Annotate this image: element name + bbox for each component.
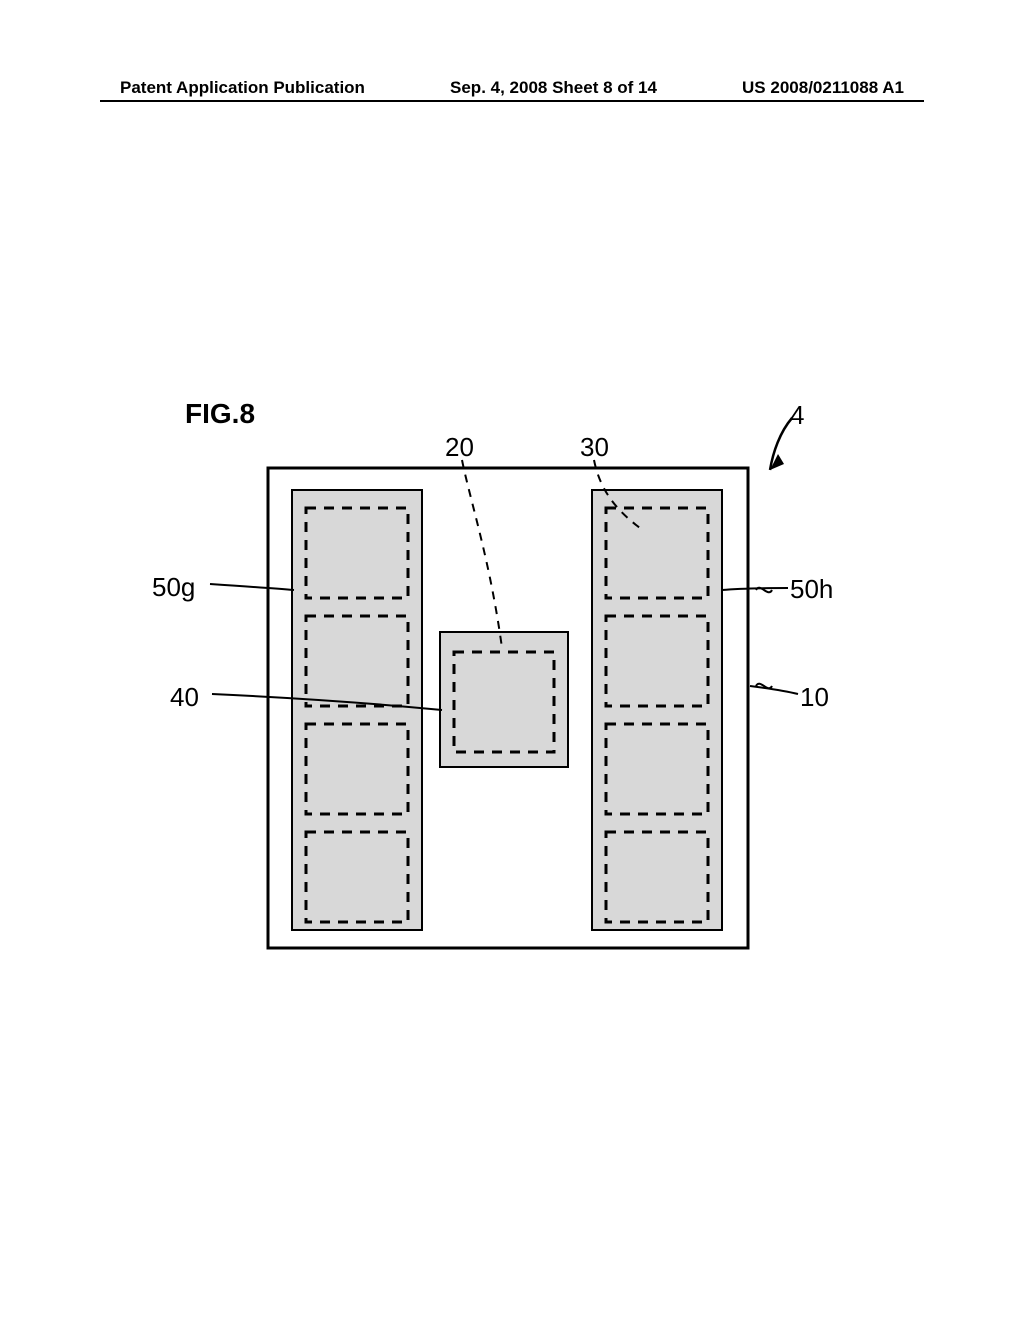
ref-label: 30 bbox=[580, 432, 609, 463]
ref-label: 50h bbox=[790, 574, 833, 605]
ref-label: 40 bbox=[170, 682, 199, 713]
ref-label: 20 bbox=[445, 432, 474, 463]
ref-label: 4 bbox=[790, 400, 804, 431]
ref-label: 50g bbox=[152, 572, 195, 603]
figure-diagram bbox=[0, 0, 1024, 1320]
ref-label: 10 bbox=[800, 682, 829, 713]
